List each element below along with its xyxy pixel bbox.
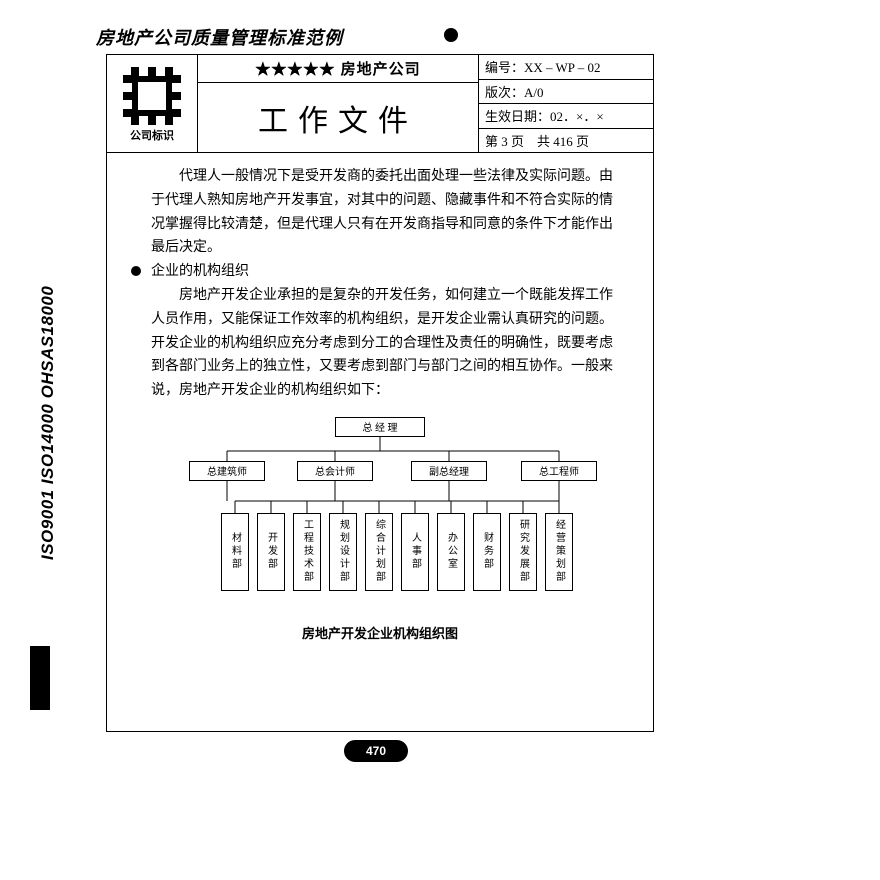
header-meta: 编号：XX – WP – 02 版次：A/0 生效日期：02．×．× 第 3 页… xyxy=(479,55,653,152)
meta-effective: 生效日期：02．×．× xyxy=(479,104,653,129)
org-node-top: 总 经 理 xyxy=(335,417,425,437)
company-logo-icon xyxy=(123,67,181,125)
org-chart-caption: 房地产开发企业机构组织图 xyxy=(107,623,653,642)
org-node-l2-2: 副总经理 xyxy=(411,461,487,481)
org-node-dept-1: 开发部 xyxy=(257,513,285,591)
document-header: 公司标识 ★★★★★ 房地产公司 工作文件 编号：XX – WP – 02 版次… xyxy=(107,55,653,153)
logo-cell: 公司标识 xyxy=(107,55,197,152)
org-node-dept-2: 工程技术部 xyxy=(293,513,321,591)
meta-version: 版次：A/0 xyxy=(479,80,653,105)
org-node-dept-6: 办公室 xyxy=(437,513,465,591)
company-name: ★★★★★ 房地产公司 xyxy=(198,55,478,83)
page-title: 房地产公司质量管理标准范例 xyxy=(96,24,343,50)
document-frame: 公司标识 ★★★★★ 房地产公司 工作文件 编号：XX – WP – 02 版次… xyxy=(106,54,654,732)
org-node-dept-8: 研究发展部 xyxy=(509,513,537,591)
org-node-dept-5: 人事部 xyxy=(401,513,429,591)
header-mid: ★★★★★ 房地产公司 工作文件 xyxy=(197,55,479,152)
org-node-dept-3: 规划设计部 xyxy=(329,513,357,591)
body-text: 代理人一般情况下是受开发商的委托出面处理一些法律及实际问题。由于代理人熟知房地产… xyxy=(107,153,653,407)
org-node-dept-9: 经营策划部 xyxy=(545,513,573,591)
page-number-badge: 470 xyxy=(344,740,408,762)
doc-type-title: 工作文件 xyxy=(198,83,478,152)
title-bullet xyxy=(444,28,458,42)
section-heading: 企业的机构组织 xyxy=(151,260,625,284)
org-node-dept-0: 材料部 xyxy=(221,513,249,591)
paragraph-2: 房地产开发企业承担的是复杂的开发任务，如何建立一个既能发挥工作人员作用，又能保证… xyxy=(151,284,625,403)
org-node-dept-4: 综合计划部 xyxy=(365,513,393,591)
org-chart: 总 经 理总建筑师 总会计师 副总经理 总工程师材料部开发部工程技术部规划设计部综合计… xyxy=(145,415,615,605)
meta-page: 第 3 页 共 416 页 xyxy=(479,129,653,153)
logo-label: 公司标识 xyxy=(130,127,174,143)
org-node-l2-0: 总建筑师 xyxy=(189,461,265,481)
iso-vertical-label: ISO9001 ISO14000 OHSAS18000 xyxy=(38,286,58,560)
meta-number: 编号：XX – WP – 02 xyxy=(479,55,653,80)
org-node-l2-1: 总会计师 xyxy=(297,461,373,481)
org-node-dept-7: 财务部 xyxy=(473,513,501,591)
paragraph-1: 代理人一般情况下是受开发商的委托出面处理一些法律及实际问题。由于代理人熟知房地产… xyxy=(151,165,625,260)
org-node-l2-3: 总工程师 xyxy=(521,461,597,481)
side-black-bar xyxy=(30,646,50,710)
